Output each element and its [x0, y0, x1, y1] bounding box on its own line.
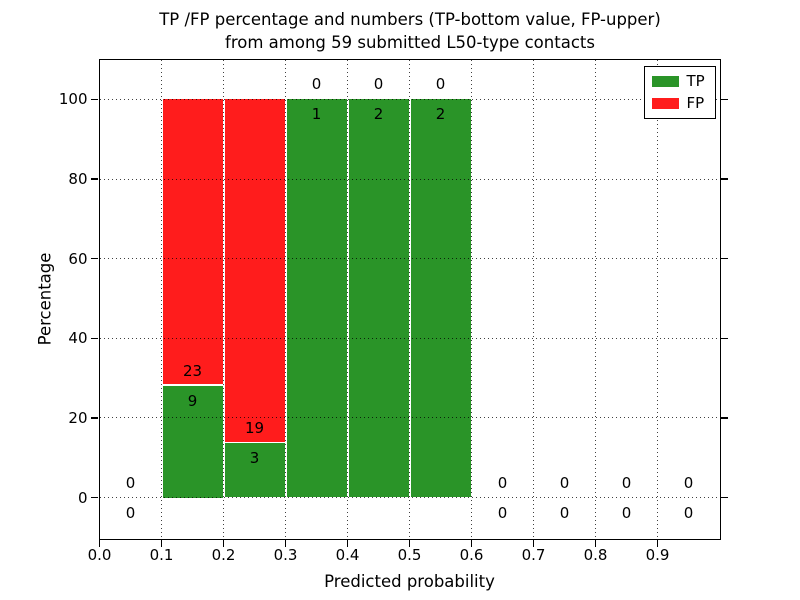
x-tick [284, 540, 287, 547]
x-gridline [471, 59, 472, 539]
y-tick-right [721, 337, 728, 340]
x-tick-label: 0.2 [211, 545, 236, 564]
bar-tp-segment [162, 385, 223, 498]
x-tick [656, 540, 659, 547]
tp-color-swatch [651, 75, 679, 87]
y-tick-left [91, 417, 98, 419]
legend-entry-fp: FP [651, 93, 708, 112]
bar-label-tp: 0 [683, 503, 694, 522]
y-tick-label: 80 [68, 170, 88, 189]
fp-color-swatch [651, 97, 679, 109]
y-tick-left [91, 496, 98, 499]
y-tick-left [91, 257, 98, 260]
y-tick-label: 60 [68, 249, 88, 268]
x-gridline [595, 59, 596, 539]
y-tick-left [91, 178, 98, 180]
bar-tp-segment [224, 443, 285, 498]
bar-label-fp: 0 [621, 473, 632, 492]
bar-fp-segment [224, 99, 285, 442]
y-tick-label: 0 [77, 488, 88, 507]
bar-tp-segment [286, 99, 347, 498]
x-gridline [657, 59, 658, 539]
bar-label-tp: 3 [249, 449, 260, 468]
bar-label-fp: 0 [311, 75, 322, 94]
x-tick-label: 0.6 [459, 545, 484, 564]
x-tick [98, 540, 101, 547]
bar-label-tp: 0 [497, 503, 508, 522]
legend-label-tp: TP [686, 71, 705, 90]
x-tick-label: 0.5 [397, 545, 422, 564]
x-gridline [347, 59, 348, 539]
bar-label-tp: 0 [621, 503, 632, 522]
bar-label-tp: 1 [311, 105, 322, 124]
x-tick-label: 0.0 [87, 545, 112, 564]
x-gridline [161, 59, 162, 539]
bar-label-fp: 0 [559, 473, 570, 492]
y-tick-right [721, 417, 728, 419]
bar-label-tp: 0 [125, 503, 136, 522]
x-tick-label: 0.4 [335, 545, 360, 564]
x-tick [160, 540, 163, 547]
x-axis-label: Predicted probability [324, 571, 495, 591]
y-tick-label: 20 [68, 408, 88, 427]
bar-label-fp: 0 [125, 473, 136, 492]
x-tick-label: 0.7 [521, 545, 546, 564]
x-gridline [409, 59, 410, 539]
x-tick-label: 0.9 [645, 545, 670, 564]
bar-label-fp: 19 [244, 419, 265, 438]
chart-title: TP /FP percentage and numbers (TP-bottom… [100, 8, 720, 54]
legend: TP FP [643, 65, 716, 119]
x-tick-label: 0.8 [583, 545, 608, 564]
bar-label-fp: 0 [497, 473, 508, 492]
legend-label-fp: FP [686, 93, 705, 112]
bar-label-tp: 0 [559, 503, 570, 522]
x-tick [532, 540, 535, 547]
y-tick-right [721, 496, 728, 499]
bar-label-fp: 0 [435, 75, 446, 94]
bar-label-tp: 9 [187, 391, 198, 410]
plot-area: Percentage Predicted probability TP FP 0… [35, 58, 728, 591]
y-tick-right [721, 178, 728, 180]
bar-tp-segment [348, 99, 409, 498]
bar-label-tp: 2 [435, 105, 446, 124]
x-tick-label: 0.1 [149, 545, 174, 564]
legend-entry-tp: TP [651, 71, 708, 90]
bar-fp-segment [162, 99, 223, 385]
x-tick [346, 540, 349, 547]
x-tick [470, 540, 473, 547]
chart-title-line2: from among 59 submitted L50-type contact… [225, 33, 595, 52]
chart-title-line1: TP /FP percentage and numbers (TP-bottom… [159, 10, 661, 29]
y-tick-label: 100 [58, 90, 88, 109]
bar-label-fp: 0 [373, 75, 384, 94]
x-tick [594, 540, 597, 547]
x-gridline [223, 59, 224, 539]
x-gridline [533, 59, 534, 539]
y-tick-left [91, 98, 98, 101]
bar-label-tp: 2 [373, 105, 384, 124]
bar-label-fp: 23 [182, 361, 203, 380]
y-tick-right [721, 257, 728, 260]
y-tick-label: 40 [68, 329, 88, 348]
x-gridline [285, 59, 286, 539]
bar-tp-segment [410, 99, 471, 498]
y-tick-right [721, 98, 728, 101]
y-tick-left [91, 337, 98, 340]
x-tick-label: 0.3 [273, 545, 298, 564]
x-tick [408, 540, 411, 547]
bar-label-fp: 0 [683, 473, 694, 492]
x-tick [222, 540, 225, 547]
